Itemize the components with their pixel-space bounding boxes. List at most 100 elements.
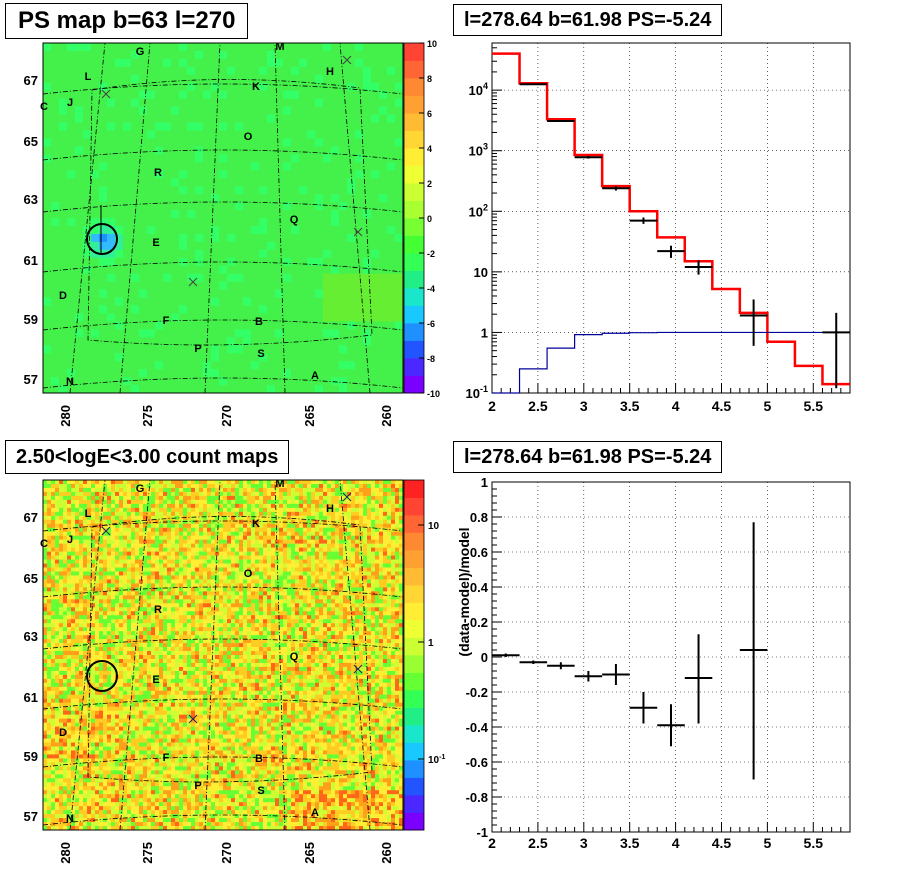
spectrum-x-tick-label: 5.5 (804, 398, 824, 414)
colorbar-tick-label: 10 (428, 521, 440, 532)
colorbar-tick-label: -10 (427, 389, 440, 399)
y-tick-label: 67 (24, 73, 38, 88)
data-point (574, 155, 603, 159)
spectrum-y-tick-label: 1 (481, 325, 488, 340)
colorbar-tick-label: 10-1 (428, 754, 445, 766)
x-tick-label: 265 (302, 405, 317, 427)
data-point (547, 119, 575, 122)
colorbar-tick-label: -4 (427, 284, 435, 294)
source-label-e: E (152, 674, 159, 686)
colorbar-tick-label: 4 (427, 144, 432, 154)
spectrum-y-tick-label: 102 (469, 202, 488, 219)
residual-y-tick-label: -1 (476, 825, 488, 840)
source-label-h: H (326, 503, 334, 515)
source-label-c: C (40, 101, 48, 113)
latitude-line (42, 319, 404, 331)
count-map-grid (42, 479, 404, 831)
source-label-k: K (252, 81, 260, 93)
source-label-c: C (40, 538, 48, 550)
colorbar-tick-label: -2 (427, 249, 435, 259)
residual-y-tick-label: 0.8 (470, 510, 488, 525)
residual-point (492, 653, 520, 657)
residual-panel: 2 2.5 3 3.5 4 4.5 5 5.5 1 0.8 0.6 0.4 0.2 0 -0.2 -0.4 -0… (449, 437, 898, 875)
source-label-g: G (136, 46, 145, 58)
longitude-line (274, 42, 286, 394)
source-label-d: D (59, 290, 67, 302)
spectrum-svg: 2 2.5 3 3.5 4 4.5 5 5.5 10-1 1 10 102 103 104 (466, 42, 851, 414)
spectrum-x-tick-label: 4 (672, 398, 680, 414)
spectrum-x-tick-label: 5 (763, 398, 771, 414)
x-tick-label: 260 (379, 405, 394, 427)
x-tick-label: 280 (58, 842, 73, 864)
colorbar-tick-label: 1 (428, 638, 434, 649)
count-map-panel: G M L H K C J O R Q E D F B P S N A 280 275 270 265 260 67 65 63 6… (0, 437, 449, 875)
residual-x-tick-label: 3.5 (620, 835, 640, 851)
residual-x-tick-label: 5 (763, 835, 771, 851)
count-map-frame (42, 479, 404, 831)
count-colorbar (404, 480, 424, 831)
source-label-m: M (275, 478, 284, 490)
y-tick-label: 61 (24, 253, 38, 268)
spectrum-panel: 2 2.5 3 3.5 4 4.5 5 5.5 10-1 1 10 102 103 104 l=278.6… (449, 0, 898, 437)
source-cross (188, 714, 198, 724)
residual-y-tick-label: 0 (481, 650, 488, 665)
residual-point (657, 704, 685, 747)
latitude-line (42, 261, 404, 273)
y-tick-label: 65 (24, 571, 38, 586)
residual-y-tick-label: 1 (481, 475, 488, 490)
source-label-j: J (67, 534, 73, 546)
longitude-line (274, 479, 286, 831)
source-label-a: A (311, 807, 319, 819)
residual-y-tick-label: 0.6 (470, 545, 488, 560)
y-tick-label: 63 (24, 629, 38, 644)
ps-map-title: PS map b=63 l=270 (5, 3, 249, 39)
latitude-line (42, 83, 404, 95)
data-point (739, 299, 768, 346)
data-point (684, 260, 713, 275)
data-point (657, 245, 685, 258)
source-label-l: L (85, 71, 92, 83)
spectrum-x-tick-label: 3.5 (620, 398, 640, 414)
source-label-a: A (311, 370, 319, 382)
x-tick-label: 275 (140, 842, 155, 864)
residual-x-tick-label: 3 (580, 835, 588, 851)
target-circle (86, 660, 118, 692)
x-tick-label: 260 (379, 842, 394, 864)
longitude-line (339, 42, 371, 394)
source-cross (101, 89, 111, 99)
colorbar-tick-label: 10 (427, 39, 437, 49)
latitude-line (42, 586, 404, 598)
residual-point (574, 671, 603, 682)
source-label-f: F (163, 752, 170, 764)
ps-colorbar (404, 42, 424, 394)
colorbar-tick-label: 2 (427, 179, 432, 189)
x-tick-label: 270 (219, 842, 234, 864)
latitude-line (42, 814, 404, 826)
residual-point (739, 522, 768, 780)
colorbar-tick-label: -6 (427, 319, 435, 329)
residual-point (629, 692, 658, 724)
y-tick-label: 65 (24, 134, 38, 149)
residual-y-tick-label: 0.2 (470, 615, 488, 630)
colorbar-tick-label: 0 (427, 214, 432, 224)
latitude-line (42, 149, 404, 161)
residual-svg: 2 2.5 3 3.5 4 4.5 5 5.5 1 0.8 0.6 0.4 0.2 0 -0.2 -0.4 -0… (456, 475, 851, 851)
residual-y-tick-label: -0.4 (466, 720, 489, 735)
source-label-s: S (257, 785, 264, 797)
residual-x-tick-label: 2 (488, 835, 496, 851)
spectrum-grid (491, 43, 850, 394)
ps-map-frame (42, 42, 404, 394)
source-cross (342, 55, 352, 65)
spectrum-frame (491, 42, 851, 394)
residual-x-tick-label: 2.5 (528, 835, 548, 851)
survey-boundary (87, 79, 373, 346)
source-label-d: D (59, 727, 67, 739)
ps-map-grid (42, 42, 404, 394)
residual-x-tick-label: 4 (672, 835, 680, 851)
data-point (519, 83, 548, 86)
spectrum-x-tick-label: 3 (580, 398, 588, 414)
longitude-line (339, 479, 371, 831)
spectrum-y-tick-label: 104 (469, 81, 488, 98)
survey-boundary (87, 516, 373, 783)
latitude-line (42, 520, 404, 532)
